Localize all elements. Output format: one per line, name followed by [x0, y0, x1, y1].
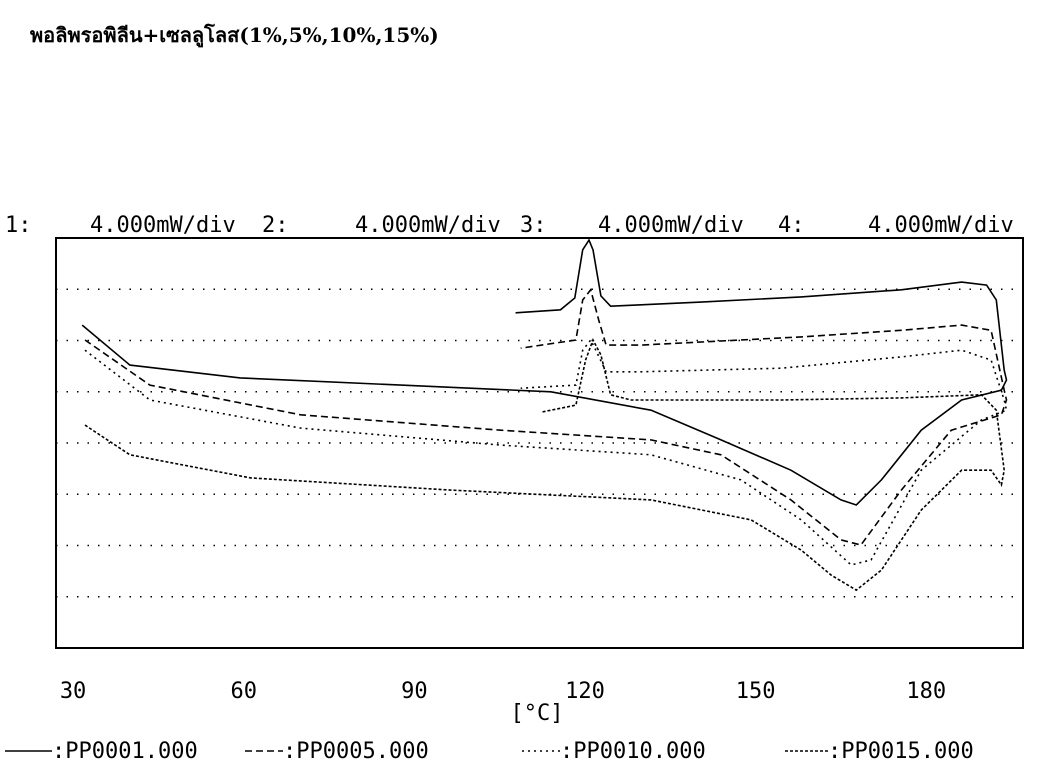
legend-label: :PP0010.000 [560, 739, 706, 764]
x-tick-label: 180 [906, 679, 946, 704]
x-tick-label: 120 [565, 679, 605, 704]
scale-value: 4.000mW/div [598, 213, 744, 238]
x-tick-label: 150 [736, 679, 776, 704]
data-line [85, 290, 1007, 545]
scale-index: 1: [5, 213, 32, 238]
data-line [85, 340, 1007, 565]
scale-value: 4.000mW/div [868, 213, 1014, 238]
scale-index: 3: [520, 213, 547, 238]
x-tick-label: 30 [60, 679, 87, 704]
legend-label: :PP0005.000 [283, 739, 429, 764]
data-line [85, 340, 1004, 590]
page: พอลิพรอพิลีน+เซลลูโลส(1%,5%,10%,15%) [°C… [0, 0, 1063, 773]
x-tick-label: 90 [401, 679, 428, 704]
data-line [82, 240, 1006, 505]
scale-index: 2: [262, 213, 289, 238]
scale-value: 4.000mW/div [90, 213, 236, 238]
scale-value: 4.000mW/div [355, 213, 501, 238]
chart: พอลิพรอพิลีน+เซลลูโลส(1%,5%,10%,15%) [°C… [0, 0, 1063, 773]
x-axis-label: [°C] [511, 701, 564, 726]
legend-label: :PP0001.000 [52, 739, 198, 764]
legend-label: :PP0015.000 [828, 739, 974, 764]
chart-title: พอลิพรอพิลีน+เซลลูโลส(1%,5%,10%,15%) [30, 23, 439, 49]
x-tick-label: 60 [230, 679, 257, 704]
scale-index: 4: [778, 213, 805, 238]
